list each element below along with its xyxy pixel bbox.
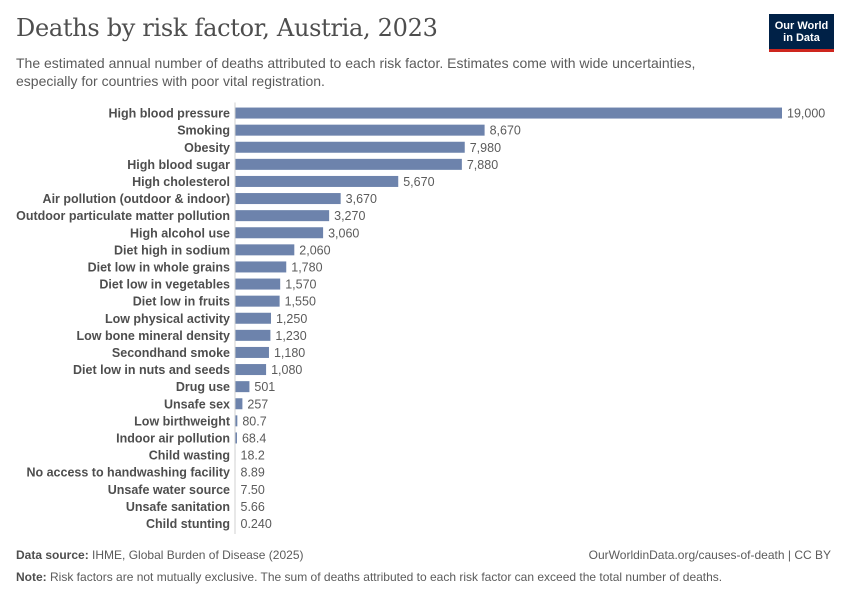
value-label: 5,670 (403, 175, 434, 189)
category-label: Child stunting (146, 517, 230, 531)
category-label: No access to handwashing facility (26, 466, 230, 480)
value-label: 19,000 (787, 107, 825, 121)
value-label: 68.4 (242, 431, 266, 445)
data-source-label: Data source: (16, 548, 89, 562)
value-label: 3,670 (346, 192, 377, 206)
value-label: 80.7 (242, 414, 266, 428)
bar[interactable] (235, 124, 485, 136)
logo-line-1: Our World (774, 20, 829, 32)
bar[interactable] (235, 295, 280, 307)
category-label: High blood sugar (127, 158, 230, 172)
value-label: 1,570 (285, 278, 316, 292)
bar[interactable] (235, 107, 782, 119)
bar[interactable] (235, 141, 465, 153)
value-label: 0.240 (241, 517, 272, 531)
chart-note: Note: Risk factors are not mutually excl… (16, 570, 722, 584)
value-label: 1,550 (285, 295, 316, 309)
value-label: 1,080 (271, 363, 302, 377)
bar[interactable] (235, 175, 399, 187)
category-label: Low bone mineral density (77, 329, 231, 343)
bar[interactable] (235, 210, 330, 222)
category-label: Diet high in sodium (114, 243, 230, 257)
bar-chart: High blood pressure 19,000 Smoking 8,670 Obe… (16, 102, 825, 534)
category-label: Diet low in fruits (133, 295, 230, 309)
category-label: High cholesterol (132, 175, 230, 189)
value-label: 2,060 (299, 243, 330, 257)
bar[interactable] (235, 158, 462, 170)
value-label: 501 (254, 380, 275, 394)
bar[interactable] (235, 346, 269, 358)
category-label: Smoking (177, 124, 230, 138)
category-label: Drug use (176, 380, 230, 394)
category-label: Child wasting (149, 449, 230, 463)
category-label: Diet low in vegetables (99, 278, 230, 292)
bar[interactable] (235, 312, 271, 324)
category-label: Indoor air pollution (116, 431, 230, 445)
value-label: 1,180 (274, 346, 305, 360)
category-label: Diet low in nuts and seeds (73, 363, 230, 377)
chart-subtitle: The estimated annual number of deaths at… (16, 55, 696, 89)
category-label: Low physical activity (105, 312, 230, 326)
value-label: 5.66 (241, 500, 265, 514)
value-label: 1,230 (275, 329, 306, 343)
bar[interactable] (235, 329, 271, 341)
category-label: Obesity (184, 141, 230, 155)
value-label: 8,670 (490, 124, 521, 138)
value-label: 7,980 (470, 141, 501, 155)
value-label: 18.2 (241, 449, 265, 463)
bar[interactable] (235, 415, 238, 427)
value-label: 7,880 (467, 158, 498, 172)
note-text: Risk factors are not mutually exclusive.… (50, 570, 723, 584)
owid-logo[interactable]: Our World in Data (769, 14, 834, 52)
logo-line-2: in Data (783, 32, 820, 44)
category-label: High alcohol use (130, 226, 230, 240)
category-label: Outdoor particulate matter pollution (16, 209, 230, 223)
data-source: Data source: IHME, Global Burden of Dise… (16, 548, 303, 562)
value-label: 1,250 (276, 312, 307, 326)
value-label: 8.89 (241, 466, 265, 480)
bar[interactable] (235, 193, 341, 205)
category-label: Diet low in whole grains (88, 260, 230, 274)
chart-title: Deaths by risk factor, Austria, 2023 (16, 14, 438, 42)
value-label: 7.50 (241, 483, 265, 497)
category-label: Unsafe water source (108, 483, 230, 497)
bar[interactable] (235, 432, 237, 444)
category-label: Unsafe sex (164, 397, 230, 411)
bar[interactable] (235, 261, 287, 273)
value-label: 3,060 (328, 226, 359, 240)
category-label: Secondhand smoke (112, 346, 230, 360)
bar[interactable] (235, 381, 250, 393)
bar[interactable] (235, 227, 324, 239)
category-label: High blood pressure (108, 107, 230, 121)
category-label: Air pollution (outdoor & indoor) (43, 192, 230, 206)
bar[interactable] (235, 278, 281, 290)
value-label: 1,780 (291, 260, 322, 274)
category-label: Unsafe sanitation (126, 500, 230, 514)
value-label: 257 (247, 397, 268, 411)
source-url[interactable]: OurWorldinData.org/causes-of-death | CC … (588, 548, 831, 562)
bar[interactable] (235, 398, 243, 410)
value-label: 3,270 (334, 209, 365, 223)
note-label: Note: (16, 570, 47, 584)
category-label: Low birthweight (134, 414, 231, 428)
bar[interactable] (235, 364, 267, 376)
data-source-text[interactable]: IHME, Global Burden of Disease (2025) (92, 548, 304, 562)
bar[interactable] (235, 244, 295, 256)
